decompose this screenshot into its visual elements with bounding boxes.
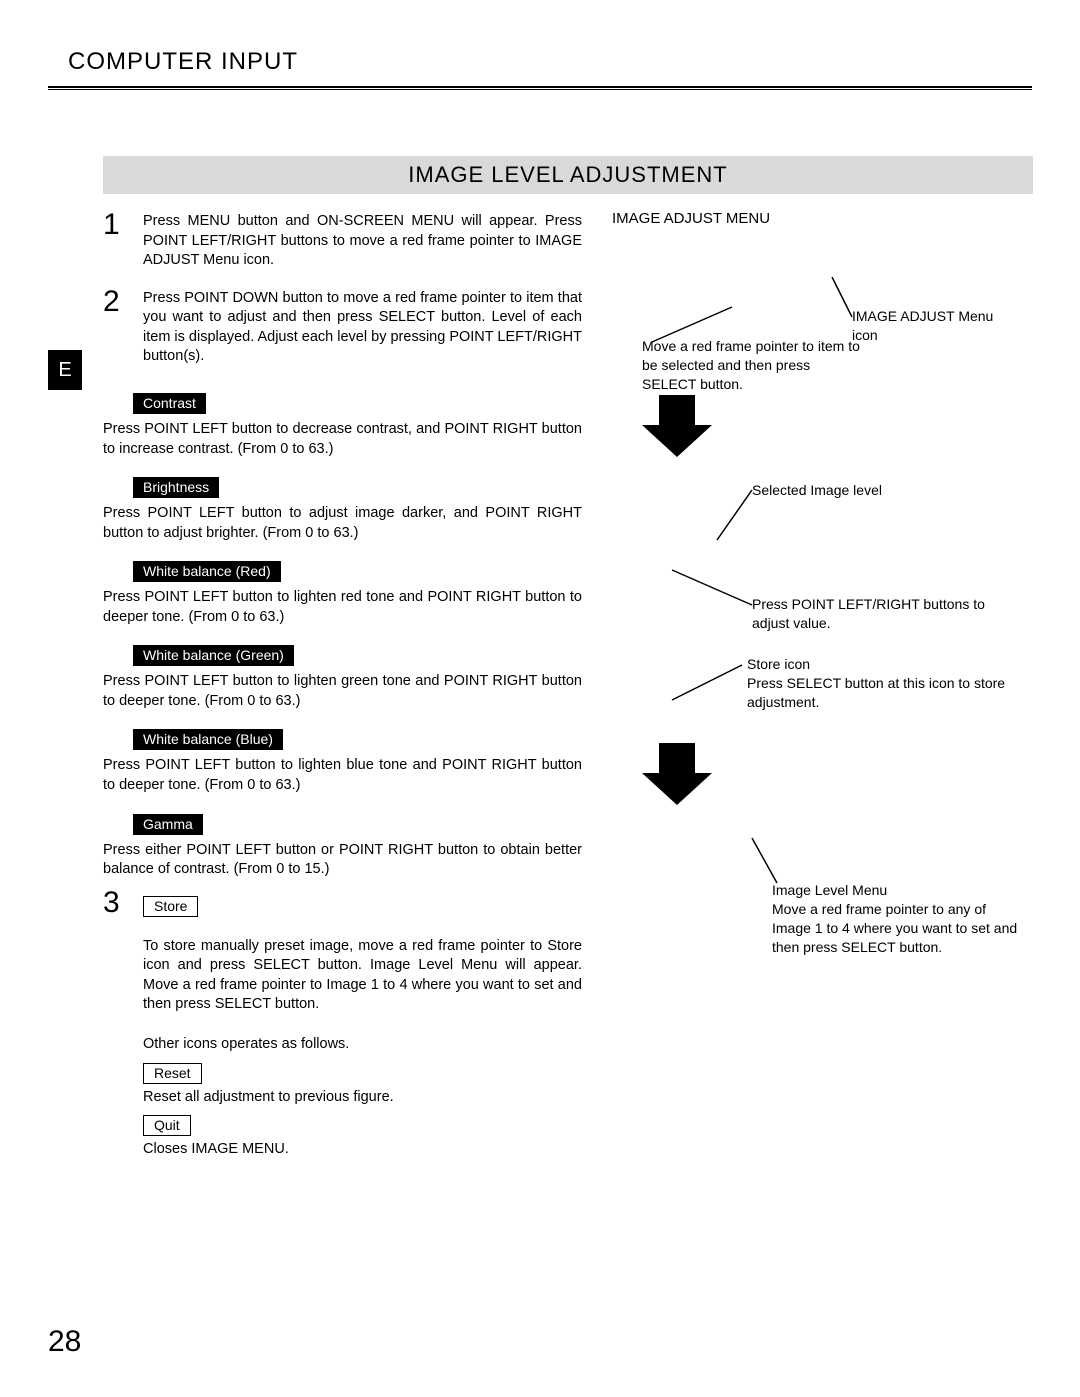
quit-text: Closes IMAGE MENU. [143, 1140, 582, 1160]
gamma-text: Press either POINT LEFT button or POINT … [103, 841, 582, 880]
section-subtitle: IMAGE LEVEL ADJUSTMENT [103, 156, 1033, 194]
step-2: 2 Press POINT DOWN button to move a red … [103, 287, 582, 367]
wb-green-text: Press POINT LEFT button to lighten green… [103, 672, 582, 711]
page-header: COMPUTER INPUT [68, 48, 1032, 76]
contrast-label: Contrast [133, 393, 206, 414]
level-menu-heading: Image Level Menu [772, 881, 1022, 900]
header-rule [48, 86, 1032, 90]
right-column: IMAGE ADJUST MENU IMAGE ADJUST Menu icon… [602, 210, 1032, 1160]
wb-red-text: Press POINT LEFT button to lighten red t… [103, 588, 582, 627]
image-adjust-menu-heading: IMAGE ADJUST MENU [612, 210, 1032, 227]
store-label: Store [143, 896, 198, 917]
quit-label: Quit [143, 1115, 191, 1136]
step-3: 3 Store [103, 888, 582, 921]
step-1: 1 Press MENU button and ON-SCREEN MENU w… [103, 210, 582, 271]
gamma-label: Gamma [133, 814, 203, 835]
move-pointer-callout: Move a red frame pointer to item to be s… [642, 337, 862, 394]
page-number: 28 [48, 1325, 81, 1359]
step-2-text: Press POINT DOWN button to move a red fr… [143, 287, 582, 367]
other-icons-text: Other icons operates as follows. [143, 1035, 582, 1055]
contrast-text: Press POINT LEFT button to decrease cont… [103, 420, 582, 459]
content-area: IMAGE LEVEL ADJUSTMENT 1 Press MENU butt… [103, 160, 1032, 1160]
store-icon-text: Press SELECT button at this icon to stor… [747, 674, 1007, 712]
side-tab-e: E [48, 350, 82, 390]
step-3-number: 3 [103, 888, 143, 921]
store-text: To store manually preset image, move a r… [143, 937, 582, 1015]
icon-callout: IMAGE ADJUST Menu icon [852, 307, 1002, 345]
left-column: 1 Press MENU button and ON-SCREEN MENU w… [103, 210, 602, 1160]
wb-blue-label: White balance (Blue) [133, 729, 283, 750]
reset-text: Reset all adjustment to previous figure. [143, 1088, 582, 1108]
adjust-value-callout: Press POINT LEFT/RIGHT buttons to adjust… [752, 595, 1012, 633]
wb-red-label: White balance (Red) [133, 561, 281, 582]
wb-green-label: White balance (Green) [133, 645, 294, 666]
selected-level-callout: Selected Image level [752, 481, 972, 500]
step-1-number: 1 [103, 210, 143, 271]
brightness-label: Brightness [133, 477, 219, 498]
arrow-down-1 [642, 395, 712, 455]
arrow-down-2 [642, 743, 712, 803]
store-icon-heading: Store icon [747, 655, 1007, 674]
step-1-text: Press MENU button and ON-SCREEN MENU wil… [143, 210, 582, 271]
brightness-text: Press POINT LEFT button to adjust image … [103, 504, 582, 543]
wb-blue-text: Press POINT LEFT button to lighten blue … [103, 756, 582, 795]
step-2-number: 2 [103, 287, 143, 367]
reset-label: Reset [143, 1063, 202, 1084]
level-menu-text: Move a red frame pointer to any of Image… [772, 900, 1022, 957]
